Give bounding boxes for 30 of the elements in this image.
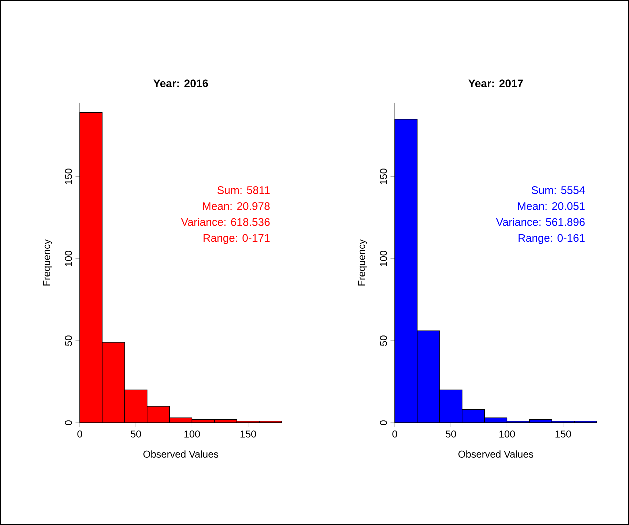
annotation: Range: 0-161 — [518, 234, 585, 244]
annotation: Sum: 5554 — [532, 186, 586, 194]
y-tick-label: 0 — [380, 420, 388, 426]
x-tick-label: 0 — [78, 430, 82, 438]
y-tick-label: 50 — [65, 336, 72, 346]
x-tick-label: 100 — [500, 430, 516, 438]
annotation: Mean: 20.051 — [518, 202, 585, 210]
x-tick-label: 150 — [240, 430, 256, 438]
annotation: Sum: 5811 — [218, 186, 270, 194]
y-tick-label: 100 — [380, 250, 388, 266]
x-axis-title: Observed Values — [144, 450, 218, 458]
x-axis-title: Observed Values — [458, 450, 534, 458]
x-tick-label: 50 — [446, 430, 456, 438]
annotation: Range: 0-171 — [204, 234, 270, 244]
y-tick-label: 100 — [65, 250, 72, 266]
x-tick-label: 50 — [130, 430, 142, 438]
x-tick-label: 0 — [392, 430, 398, 438]
y-tick-label: 150 — [65, 168, 72, 184]
chart-title: Year: 2016 — [154, 80, 208, 88]
y-tick-label: 50 — [380, 336, 388, 346]
annotation: Mean: 20.978 — [203, 202, 270, 210]
x-tick-label: 150 — [556, 430, 572, 438]
y-tick-label: 0 — [65, 420, 72, 426]
y-axis-title: Frequency — [358, 239, 368, 286]
annotation: Variance: 561.896 — [496, 218, 585, 226]
y-axis-title: Frequency — [43, 239, 52, 286]
x-tick-label: 100 — [184, 430, 200, 438]
chart-title: Year: 2017 — [468, 80, 524, 88]
annotation: Variance: 618.536 — [181, 218, 270, 226]
y-tick-label: 150 — [380, 168, 388, 184]
